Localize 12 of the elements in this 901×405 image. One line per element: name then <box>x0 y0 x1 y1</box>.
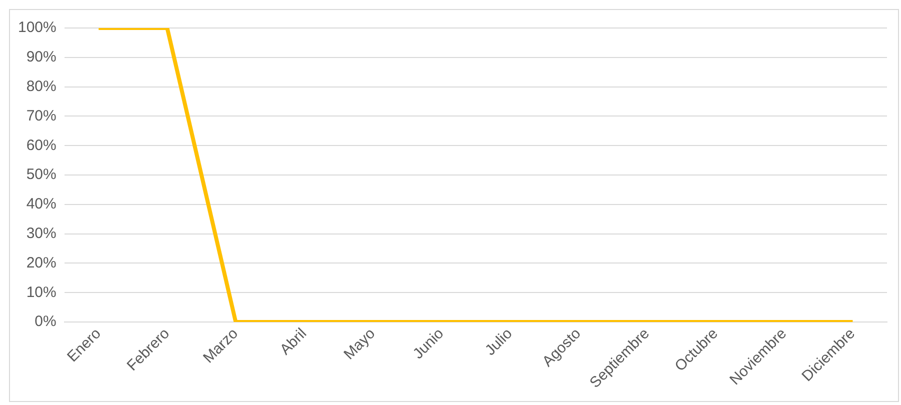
x-tick-label: Julio <box>482 325 516 359</box>
y-tick-label: 60% <box>26 136 56 154</box>
y-tick-label: 100% <box>18 19 56 36</box>
y-tick-label: 0% <box>34 313 56 330</box>
y-tick-label: 70% <box>26 107 56 124</box>
y-tick-label: 20% <box>26 254 56 272</box>
y-tick-label: 40% <box>26 196 56 213</box>
y-tick-label: 30% <box>26 224 56 242</box>
y-tick-label: 50% <box>26 166 56 184</box>
y-tick-label: 10% <box>26 284 56 301</box>
y-tick-label: 80% <box>26 78 56 95</box>
y-tick-label: 90% <box>26 48 56 66</box>
